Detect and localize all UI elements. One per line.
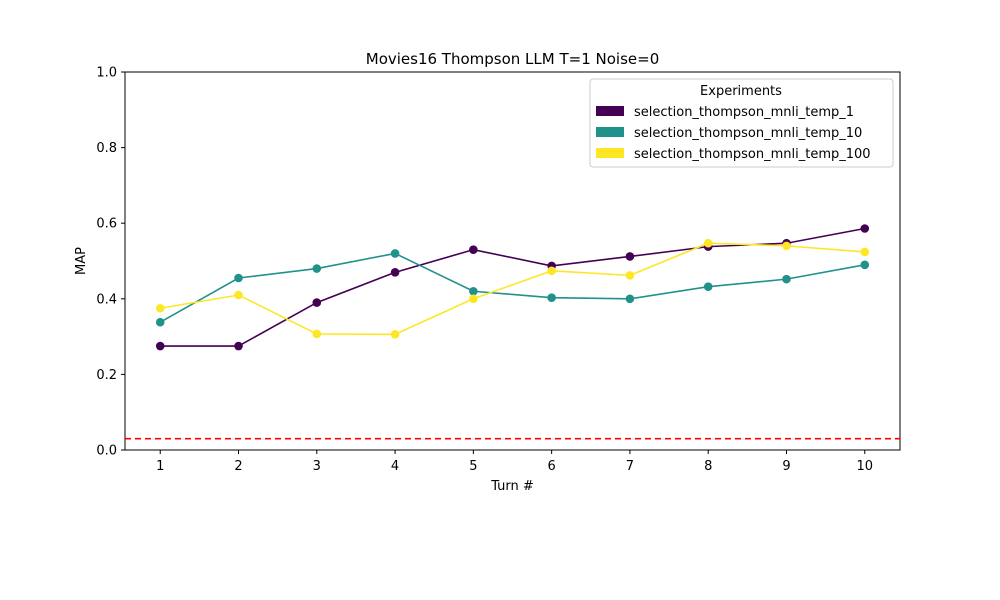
data-point (860, 224, 870, 233)
x-tick-label: 9 (782, 459, 790, 474)
chart-title: Movies16 Thompson LLM T=1 Noise=0 (366, 50, 660, 68)
data-point (625, 271, 635, 280)
x-tick-label: 1 (156, 459, 164, 474)
data-point (782, 274, 791, 284)
x-tick-label: 10 (856, 459, 873, 474)
y-axis-label: MAP (74, 247, 89, 275)
series-2 (155, 249, 870, 327)
data-point (782, 241, 791, 251)
x-tick-label: 8 (704, 459, 712, 474)
x-tick-label: 4 (391, 459, 399, 474)
legend: Experiments selection_thompson_mnli_temp… (589, 78, 894, 168)
x-tick-label: 3 (313, 459, 321, 474)
series-line (160, 227, 865, 347)
data-point (547, 293, 556, 302)
y-tick-label: 0.8 (96, 141, 117, 156)
y-tick-label: 1.0 (96, 66, 117, 81)
data-point (312, 264, 322, 273)
y-tick-label: 0.0 (96, 444, 117, 459)
data-point (703, 282, 713, 292)
data-point (234, 290, 243, 300)
data-point (390, 330, 400, 339)
data-point (234, 273, 243, 283)
data-point (469, 286, 478, 296)
data-point (390, 249, 400, 258)
data-point (234, 341, 243, 351)
series-line (159, 252, 865, 323)
data-point (312, 329, 322, 339)
legend-swatch (596, 106, 624, 116)
data-point (547, 266, 556, 276)
data-point (155, 317, 165, 327)
data-point (860, 247, 870, 257)
legend-entry-label: selection_thompson_mnli_temp_10 (634, 126, 862, 141)
plot-area (124, 71, 901, 451)
y-tick-label: 0.6 (96, 217, 117, 232)
x-tick-label: 5 (469, 459, 477, 474)
series-3 (155, 238, 870, 339)
x-tick-label: 7 (626, 459, 634, 474)
x-tick-label: 2 (234, 459, 242, 474)
data-point (469, 294, 478, 304)
data-point (703, 238, 713, 248)
data-point (469, 245, 478, 254)
legend-frame (589, 78, 894, 168)
x-axis-label: Turn # (490, 479, 534, 494)
data-point (625, 294, 635, 304)
data-point (155, 341, 165, 351)
legend-swatch (596, 127, 624, 137)
data-point (390, 268, 400, 277)
data-point (860, 260, 870, 270)
series-line (160, 242, 865, 336)
data-point (312, 298, 322, 307)
x-tick-label: 6 (548, 459, 556, 474)
data-point (155, 303, 165, 313)
y-tick-label: 0.4 (96, 292, 117, 307)
legend-entry-label: selection_thompson_mnli_temp_100 (634, 147, 871, 162)
legend-entry-label: selection_thompson_mnli_temp_1 (634, 105, 854, 120)
y-tick-label: 0.2 (96, 368, 117, 383)
legend-swatch (596, 148, 624, 158)
data-point (625, 252, 635, 261)
legend-title: Experiments (700, 84, 782, 99)
series-1 (155, 224, 870, 351)
